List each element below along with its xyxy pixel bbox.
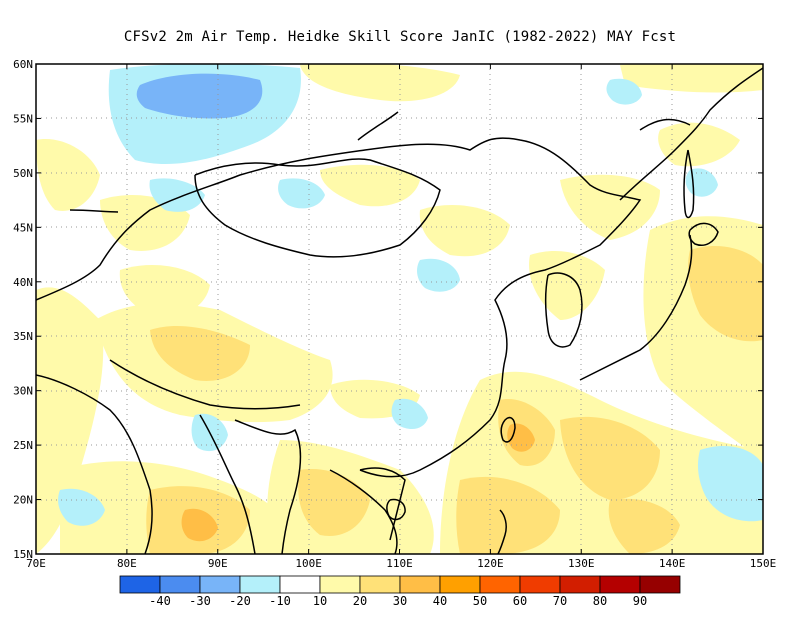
lat-tick-label: 50N <box>13 167 33 180</box>
vietnam-coast <box>359 467 406 541</box>
lon-tick-label: 130E <box>568 557 595 570</box>
india-coast <box>36 374 153 554</box>
shade-siberia-mid <box>320 164 420 207</box>
shade-kazakh <box>36 139 100 211</box>
shade-west-siberia-core <box>136 73 263 119</box>
colorbar-swatch <box>639 575 681 594</box>
colorbar-label: 40 <box>433 594 447 608</box>
colorbar-swatch <box>239 575 281 594</box>
kamchatka-coast <box>639 118 691 131</box>
mongolia-border <box>194 158 441 258</box>
colorbar-swatch <box>119 575 161 594</box>
lat-tick-label: 40N <box>13 276 33 289</box>
taiwan <box>500 416 516 443</box>
lon-tick-label: 150E <box>750 557 777 570</box>
sakhalin <box>683 149 695 219</box>
shade-tibet-core <box>150 325 250 381</box>
colorbar-swatch <box>479 575 521 594</box>
china-border <box>36 137 642 478</box>
himalaya-border <box>109 359 301 410</box>
shade-philippine-sea <box>560 416 660 500</box>
lat-tick-label: 25N <box>13 439 33 452</box>
colorbar-swatch <box>399 575 441 594</box>
colorbar-swatch <box>359 575 401 594</box>
lon-tick-label: 140E <box>659 557 686 570</box>
colorbar-swatch <box>279 575 321 594</box>
map-grid <box>36 64 763 554</box>
lon-tick-label: 100E <box>295 557 322 570</box>
burma-border <box>234 419 302 554</box>
shade-pacific-south <box>697 445 763 522</box>
shade-siberia-north <box>300 64 460 102</box>
shade-pakistan <box>58 488 105 526</box>
skill-shading <box>36 64 763 554</box>
shade-xinjiang <box>119 265 210 317</box>
colorbar-label: 90 <box>633 594 647 608</box>
colorbar-swatch <box>319 575 361 594</box>
lon-tick-label: 110E <box>386 557 413 570</box>
lat-tick-label: 55N <box>13 112 33 125</box>
lat-tick-label: 30N <box>13 385 33 398</box>
colorbar-label: 60 <box>513 594 527 608</box>
latitude-axis: 60N 55N 50N 45N 40N 35N 30N 25N 20N 15N <box>13 58 763 561</box>
colorbar-label: 70 <box>553 594 567 608</box>
shade-north-china <box>419 205 510 257</box>
colorbar-label: -10 <box>269 594 291 608</box>
colorbar-label: -20 <box>229 594 251 608</box>
japan-hokkaido <box>688 222 719 246</box>
colorbar-swatch <box>439 575 481 594</box>
shade-japan-east <box>688 245 763 342</box>
lat-tick-label: 15N <box>13 548 33 561</box>
lat-tick-label: 20N <box>13 494 33 507</box>
shade-kamchatka <box>658 122 740 167</box>
korea-coast <box>545 272 583 348</box>
colorbar-swatch <box>559 575 601 594</box>
shade-manchuria <box>560 174 660 240</box>
lat-tick-label: 45N <box>13 221 33 234</box>
shade-central-pacific <box>608 498 680 554</box>
colorbar-swatch <box>159 575 201 594</box>
colorbar-swatch <box>599 575 641 594</box>
russia-far-east <box>619 67 763 201</box>
lon-tick-label: 80E <box>117 557 137 570</box>
colorbar-swatch <box>519 575 561 594</box>
colorbar-label: -40 <box>149 594 171 608</box>
colorbar-swatch <box>199 575 241 594</box>
shade-bengal-core <box>181 508 218 542</box>
lon-tick-label: 120E <box>477 557 504 570</box>
coastlines <box>36 67 763 554</box>
map-title: CFSv2 2m Air Temp. Heidke Skill Score Ja… <box>123 29 677 45</box>
shade-ne-pacific <box>620 64 763 93</box>
hainan <box>386 498 406 521</box>
shade-ne-siberia <box>606 78 642 105</box>
lat-tick-label: 60N <box>13 58 33 71</box>
japan-honshu <box>579 234 693 381</box>
color-legend: -40 -30 -20 -10 10 20 30 40 50 60 70 80 90 <box>119 575 681 608</box>
indochina-coast <box>329 469 398 554</box>
shade-siberia-east <box>278 178 325 209</box>
longitude-axis: 70E 80E 90E 100E 110E 120E 130E 140E 150E <box>26 64 776 570</box>
shade-thailand <box>298 469 370 536</box>
lat-tick-label: 35N <box>13 330 33 343</box>
caspian-coast <box>69 209 119 213</box>
colorbar-label: 30 <box>393 594 407 608</box>
colorbar-label: 10 <box>313 594 327 608</box>
okhotsk-coast <box>357 111 399 141</box>
shade-south-china-sea <box>456 476 560 554</box>
shade-mongolia-east <box>417 258 460 292</box>
colorbar-label: -30 <box>189 594 211 608</box>
lon-tick-label: 70E <box>26 557 46 570</box>
bay-bengal-coast <box>199 414 256 554</box>
colorbar-label: 50 <box>473 594 487 608</box>
colorbar-label: 20 <box>353 594 367 608</box>
shade-india-west <box>36 287 104 554</box>
colorbar-label: 80 <box>593 594 607 608</box>
philippines <box>497 509 507 554</box>
shade-yellow-sea <box>391 398 428 430</box>
lon-tick-label: 90E <box>208 557 228 570</box>
